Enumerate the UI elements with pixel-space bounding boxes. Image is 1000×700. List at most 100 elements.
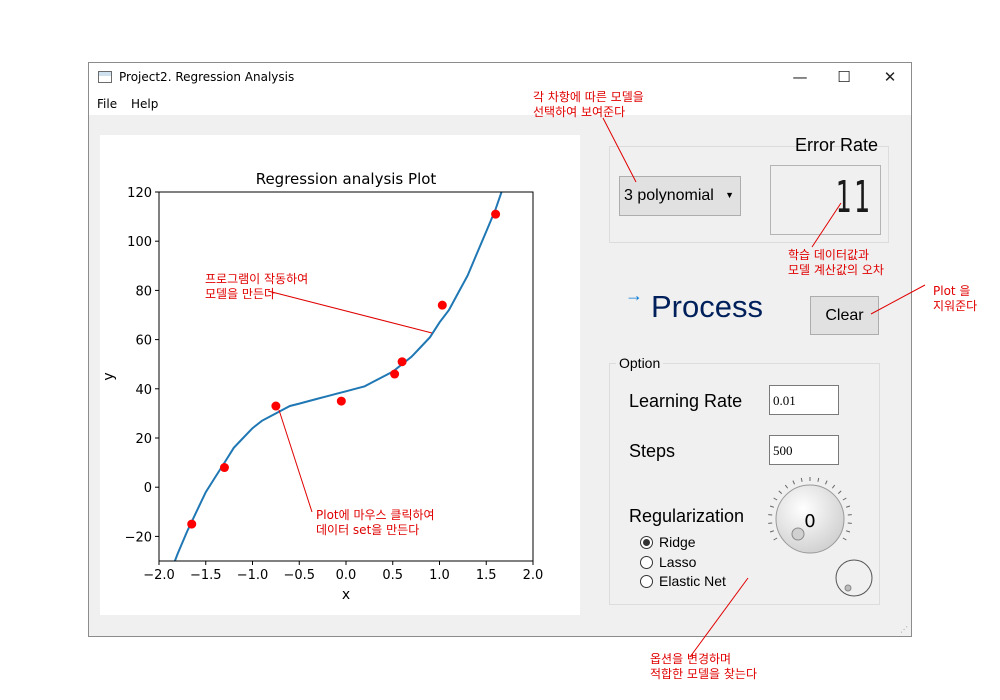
annotation-error: 학습 데이터값과 모델 계산값의 오차 [788, 248, 884, 277]
data-point [336, 396, 346, 406]
dial-tick [831, 484, 836, 489]
annotation-option: 옵션을 변경하며 적합한 모델을 찾는다 [650, 652, 757, 681]
x-tick-label: −0.5 [283, 568, 315, 583]
data-point [187, 519, 197, 529]
data-point [271, 401, 281, 411]
regularization-dial[interactable]: 0 [765, 470, 855, 560]
error-rate-label: Error Rate [795, 135, 879, 155]
data-point [491, 209, 501, 219]
dial-handle[interactable] [791, 527, 805, 541]
error-rate-value: 11 [835, 172, 872, 223]
y-axis-label: y [101, 372, 117, 380]
model-group [609, 146, 889, 243]
y-tick-label: 0 [144, 481, 152, 496]
annotation-model: 각 차항에 따른 모델을 선택하여 보여준다 [533, 90, 644, 119]
dial-tick [842, 497, 847, 501]
y-tick-label: 60 [135, 334, 152, 349]
x-tick-label: −1.5 [190, 568, 222, 583]
y-tick-label: 120 [127, 186, 152, 201]
x-tick-label: 0.0 [336, 568, 357, 583]
window-title: Project2. Regression Analysis [119, 70, 295, 84]
annotation-line-option [689, 577, 749, 658]
x-tick-label: 0.5 [382, 568, 403, 583]
x-tick-label: −1.0 [237, 568, 269, 583]
plot-canvas[interactable]: −2.0 −1.5 −1.0 −0.5 0.0 0.5 1.0 1.5 2.0 −20 0 20 40 6… [100, 135, 580, 615]
regression-plot[interactable]: −2.0 −1.5 −1.0 −0.5 0.0 0.5 1.0 1.5 2.0 −20 0 20 40 6… [100, 135, 580, 615]
y-tick-label: 20 [135, 432, 152, 447]
y-tick-label: 40 [135, 383, 152, 398]
model-select[interactable]: 3 polynomial ▼ [619, 176, 741, 216]
secondary-dial[interactable] [834, 558, 874, 598]
dial-tick [769, 530, 775, 533]
x-tick-label: 1.0 [429, 568, 450, 583]
radio-ridge[interactable] [640, 536, 653, 549]
clear-button[interactable]: Clear [810, 296, 879, 335]
annotation-line-click [278, 409, 313, 513]
dial-tick [845, 505, 851, 508]
annotation-click: Plot에 마우스 클릭하여 데이터 set을 만든다 [316, 508, 435, 537]
model-select-value: 3 polynomial [624, 187, 714, 204]
regularization-label: Regularization [629, 506, 745, 526]
dial-tick [769, 505, 775, 508]
dial-tick [773, 497, 778, 501]
steps-label: Steps [629, 441, 676, 461]
menu-bar: File Help [89, 93, 911, 115]
annotation-line-clear [870, 284, 926, 315]
annotation-line-error [811, 202, 842, 248]
annotation-line-program [267, 290, 433, 334]
process-arrow-icon: → [625, 285, 643, 305]
option-group [609, 363, 880, 605]
y-tick-label: 100 [127, 235, 152, 250]
data-point [390, 369, 400, 379]
dial-value: 0 [804, 511, 815, 532]
close-button[interactable]: ✕ [883, 68, 897, 86]
minimize-button[interactable]: — [792, 68, 808, 86]
resize-grip-icon[interactable]: ⋰ [900, 625, 908, 634]
menu-file[interactable]: File [97, 97, 118, 111]
dial-tick [817, 477, 820, 482]
radio-elastic-net-label[interactable]: Elastic Net [659, 573, 726, 589]
y-tick-label: 80 [135, 284, 152, 299]
maximize-button[interactable]: ☐ [837, 68, 851, 86]
annotation-program: 프로그램이 작동하여 모델을 만든다 [205, 272, 309, 301]
menu-help[interactable]: Help [131, 97, 159, 111]
x-tick-label: 1.5 [476, 568, 497, 583]
learning-rate-label: Learning Rate [629, 391, 743, 411]
secondary-dial-handle[interactable] [844, 584, 852, 592]
dial-tick [773, 537, 778, 541]
steps-input[interactable]: 500 [769, 435, 839, 465]
dial-tick [784, 484, 789, 489]
radio-ridge-label[interactable]: Ridge [659, 534, 696, 550]
radio-lasso-label[interactable]: Lasso [659, 554, 697, 570]
dial-tick [800, 477, 803, 482]
error-rate-display: 11 [770, 165, 881, 235]
dial-tick [845, 530, 851, 533]
dial-tick [842, 537, 847, 541]
option-group-title: Option [616, 355, 664, 371]
radio-elastic-net[interactable] [640, 575, 653, 588]
chevron-down-icon: ▼ [725, 190, 734, 200]
app-window: Project2. Regression Analysis — ☐ ✕ File… [88, 62, 912, 637]
dial-tick [837, 490, 842, 494]
data-point [397, 357, 407, 367]
dial-tick [778, 490, 783, 494]
title-bar[interactable]: Project2. Regression Analysis — ☐ ✕ [89, 63, 911, 93]
fit-line [173, 192, 503, 561]
x-axis-label: x [342, 587, 350, 603]
annotation-clear: Plot 을 지워준다 [933, 284, 978, 313]
chart-title: Regression analysis Plot [256, 170, 437, 188]
secondary-dial-ring[interactable] [835, 559, 873, 597]
x-tick-label: −2.0 [143, 568, 175, 583]
dial-tick [824, 480, 828, 485]
dial-ticks [768, 477, 852, 541]
data-point [437, 300, 447, 310]
data-point [219, 463, 229, 473]
learning-rate-input[interactable]: 0.01 [769, 385, 839, 415]
process-button[interactable]: Process [651, 289, 763, 324]
app-icon [98, 71, 112, 83]
x-tick-label: 2.0 [523, 568, 544, 583]
annotation-line-model [602, 117, 637, 183]
y-tick-label: −20 [125, 530, 152, 545]
radio-lasso[interactable] [640, 556, 653, 569]
